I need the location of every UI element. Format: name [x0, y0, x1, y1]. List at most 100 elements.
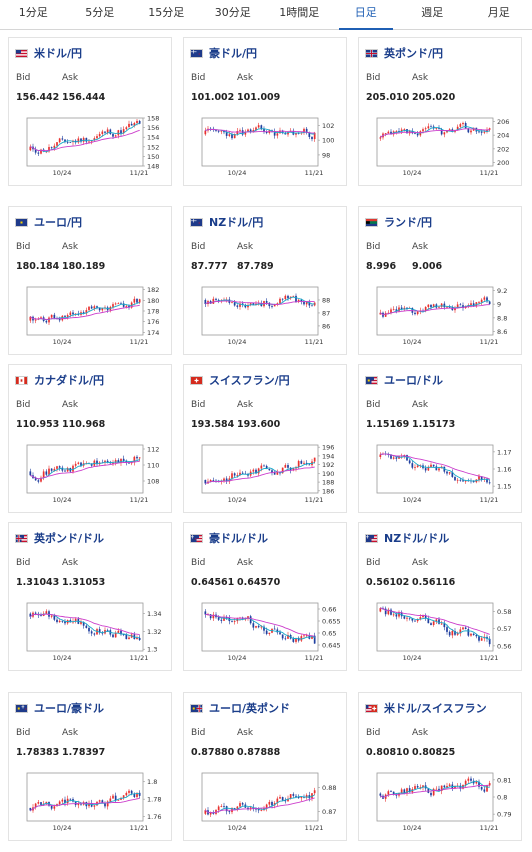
tab-8[interactable]: 月足: [487, 6, 510, 19]
pair-title-link[interactable]: ランド/円: [365, 215, 432, 229]
candle-body: [138, 792, 141, 796]
price-chart[interactable]: 98 100 102 10/24 11/21: [188, 112, 344, 184]
candle-body: [488, 783, 491, 786]
candle-body: [236, 305, 239, 307]
currency-card[interactable]: 豪ドル/ドル Bid Ask 0.64561 0.64570 0.645 0.65 0.655…: [183, 522, 347, 671]
candle-body: [53, 145, 56, 148]
pair-title-link[interactable]: 豪ドル/ドル: [190, 531, 268, 545]
pair-name[interactable]: ユーロ/豪ドル: [34, 702, 105, 715]
candle-body: [58, 801, 61, 805]
candle-body: [483, 131, 486, 133]
price-chart[interactable]: 86 87 88 10/24 11/21: [188, 281, 344, 353]
pair-name[interactable]: NZドル/円: [209, 216, 264, 229]
candle-body: [395, 130, 398, 132]
pair-title-link[interactable]: ユーロ/円: [15, 215, 82, 229]
candle-body: [398, 307, 400, 311]
currency-card[interactable]: 英ポンド/円 Bid Ask 205.010 205.020 200 202 204 206 10…: [358, 37, 522, 186]
pair-name[interactable]: NZドル/ドル: [384, 532, 450, 545]
currency-card[interactable]: ユーロ/豪ドル Bid Ask 1.78383 1.78397 1.76 1.78 1.8 10…: [8, 692, 172, 841]
currency-card[interactable]: 豪ドル/円 Bid Ask 101.002 101.009 98 100 102 10/24 11…: [183, 37, 347, 186]
pair-name[interactable]: ランド/円: [384, 216, 433, 229]
candle-body: [470, 130, 472, 133]
tab-3[interactable]: 15分足: [148, 6, 185, 19]
ma-long-line: [380, 304, 490, 316]
currency-card[interactable]: 米ドル/スイスフラン Bid Ask 0.80810 0.80825 0.79 0.8 0.8…: [358, 692, 522, 841]
candle-body: [488, 301, 491, 305]
price-chart[interactable]: 1.3 1.32 1.34 10/24 11/21: [13, 597, 169, 669]
currency-card[interactable]: ユーロ/ドル Bid Ask 1.15169 1.15173 1.15 1.16 1.17 10…: [358, 364, 522, 513]
pair-title-link[interactable]: 英ポンド/円: [365, 46, 443, 60]
candle-body: [464, 123, 467, 129]
candle-body: [80, 138, 82, 142]
tab-1[interactable]: 1分足: [18, 6, 48, 19]
candle-body: [387, 131, 390, 134]
candle-body: [424, 468, 427, 471]
candle-body: [308, 132, 311, 137]
pair-title-link[interactable]: カナダドル/円: [15, 373, 104, 387]
price-chart[interactable]: 0.56 0.57 0.58 10/24 11/21: [363, 597, 519, 669]
price-chart[interactable]: 1.15 1.16 1.17 10/24 11/21: [363, 439, 519, 511]
candle-body: [82, 621, 85, 626]
candle-body: [300, 461, 303, 464]
candle-body: [56, 142, 58, 146]
price-chart[interactable]: 108 110 112 10/24 11/21: [13, 439, 169, 511]
pair-title-link[interactable]: 豪ドル/円: [190, 46, 257, 60]
tab-6[interactable]: 日足: [333, 0, 400, 30]
currency-card[interactable]: スイスフラン/円 Bid Ask 193.584 193.600 186 188 190 192…: [183, 364, 347, 513]
candle-body: [470, 778, 472, 781]
pair-name[interactable]: 英ポンド/円: [384, 47, 444, 60]
pair-name[interactable]: スイスフラン/円: [209, 374, 290, 387]
y-tick-label: 1.32: [147, 628, 161, 636]
price-chart[interactable]: 0.79 0.8 0.81 10/24 11/21: [363, 767, 519, 839]
pair-name[interactable]: ユーロ/ドル: [384, 374, 444, 387]
pair-title-link[interactable]: スイスフラン/円: [190, 373, 290, 387]
price-chart[interactable]: 1.76 1.78 1.8 10/24 11/21: [13, 767, 169, 839]
price-chart[interactable]: 148 150 152 154 156 158 10/24 11/21: [13, 112, 169, 184]
candle-body: [217, 617, 220, 620]
pair-title-link[interactable]: 米ドル/スイスフラン: [365, 701, 487, 715]
price-chart[interactable]: 0.87 0.88 10/24 11/21: [188, 767, 344, 839]
pair-title-link[interactable]: ユーロ/英ポンド: [190, 701, 290, 715]
currency-card[interactable]: ユーロ/円 Bid Ask 180.184 180.189 174 176 178 180 182…: [8, 206, 172, 355]
pair-title-link[interactable]: NZドル/ドル: [365, 531, 449, 545]
tab-4[interactable]: 30分足: [214, 6, 251, 19]
pair-title-link[interactable]: NZドル/円: [190, 215, 263, 229]
eu-au-flag-icon: [15, 703, 28, 713]
pair-name[interactable]: カナダドル/円: [34, 374, 105, 387]
currency-card[interactable]: NZドル/円 Bid Ask 87.777 87.789 86 87 88 10/24 11/21: [183, 206, 347, 355]
y-tick-label: 0.79: [497, 811, 511, 819]
currency-card[interactable]: ユーロ/英ポンド Bid Ask 0.87880 0.87888 0.87 0.88 10/2…: [183, 692, 347, 841]
currency-card[interactable]: 英ポンド/ドル Bid Ask 1.31043 1.31053 1.3 1.32 1.34 10…: [8, 522, 172, 671]
candle-body: [295, 295, 297, 302]
pair-title-link[interactable]: ユーロ/豪ドル: [15, 701, 104, 715]
candle-body: [98, 800, 101, 802]
ma-long-line: [30, 613, 140, 636]
pair-name[interactable]: 米ドル/スイスフラン: [384, 702, 487, 715]
price-chart[interactable]: 186 188 190 192 194 196 10/24 11/21: [188, 439, 344, 511]
currency-card[interactable]: NZドル/ドル Bid Ask 0.56102 0.56116 0.56 0.57 0.58 1…: [358, 522, 522, 671]
pair-name[interactable]: ユーロ/英ポンド: [209, 702, 291, 715]
candle-body: [249, 129, 252, 133]
pair-name[interactable]: 豪ドル/円: [209, 47, 258, 60]
pair-name[interactable]: 米ドル/円: [34, 47, 83, 60]
price-chart[interactable]: 0.645 0.65 0.655 0.66 10/24 11/21: [188, 597, 344, 669]
price-chart[interactable]: 174 176 178 180 182 10/24 11/21: [13, 281, 169, 353]
tab-7[interactable]: 週足: [421, 6, 444, 19]
candle-body: [486, 785, 488, 792]
pair-title-link[interactable]: ユーロ/ドル: [365, 373, 443, 387]
tab-5[interactable]: 1時間足: [279, 6, 320, 19]
pair-title-link[interactable]: 米ドル/円: [15, 46, 82, 60]
pair-name[interactable]: 豪ドル/ドル: [209, 532, 269, 545]
pair-title-link[interactable]: 英ポンド/ドル: [15, 531, 104, 545]
candle-body: [255, 626, 257, 628]
currency-card[interactable]: カナダドル/円 Bid Ask 110.953 110.968 108 110 112 10/2…: [8, 364, 172, 513]
price-chart[interactable]: 8.6 8.8 9 9.2 10/24 11/21: [363, 281, 519, 353]
candle-body: [125, 792, 128, 796]
pair-name[interactable]: 英ポンド/ドル: [34, 532, 105, 545]
currency-card[interactable]: ランド/円 Bid Ask 8.996 9.006 8.6 8.8 9 9.2 10/24 11/2…: [358, 206, 522, 355]
candle-body: [406, 617, 408, 619]
price-chart[interactable]: 200 202 204 206 10/24 11/21: [363, 112, 519, 184]
currency-card[interactable]: 米ドル/円 Bid Ask 156.442 156.444 148 150 152 154 156…: [8, 37, 172, 186]
tab-2[interactable]: 5分足: [85, 6, 115, 19]
pair-name[interactable]: ユーロ/円: [34, 216, 83, 229]
